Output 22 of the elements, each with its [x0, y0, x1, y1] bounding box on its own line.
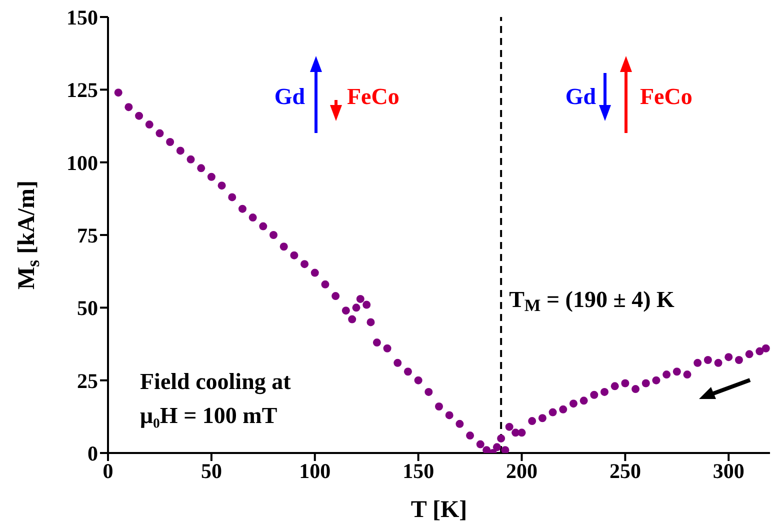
x-tick-label: 250 [609, 458, 641, 483]
annotation: Field cooling at [140, 369, 292, 395]
x-tick-label: 150 [402, 458, 434, 483]
annotation: FeCo [347, 84, 400, 109]
y-tick-label: 125 [66, 78, 98, 102]
y-tick-label: 0 [88, 441, 98, 466]
x-tick-label: 100 [299, 458, 331, 483]
annotation: μ₀H = 100 mT [140, 403, 278, 428]
ref-line-label: T$_{M}$ = (190 ± 4) K [509, 287, 674, 316]
annotation: Gd [565, 84, 596, 109]
y-tick-label: 150 [66, 5, 98, 30]
x-tick-label: 300 [712, 458, 744, 483]
y-tick-label: 75 [77, 223, 98, 248]
y-tick-label: 25 [77, 368, 98, 393]
x-axis-title: T [K] [410, 497, 468, 523]
annotation: FeCo [640, 84, 692, 109]
x-tick-label: 50 [200, 458, 222, 483]
annotation: Gd [274, 84, 306, 109]
y-tick-label: 100 [66, 150, 98, 175]
x-tick-label: 0 [102, 458, 114, 483]
y-tick-label: 50 [77, 296, 98, 320]
x-tick-label: 200 [506, 458, 538, 483]
